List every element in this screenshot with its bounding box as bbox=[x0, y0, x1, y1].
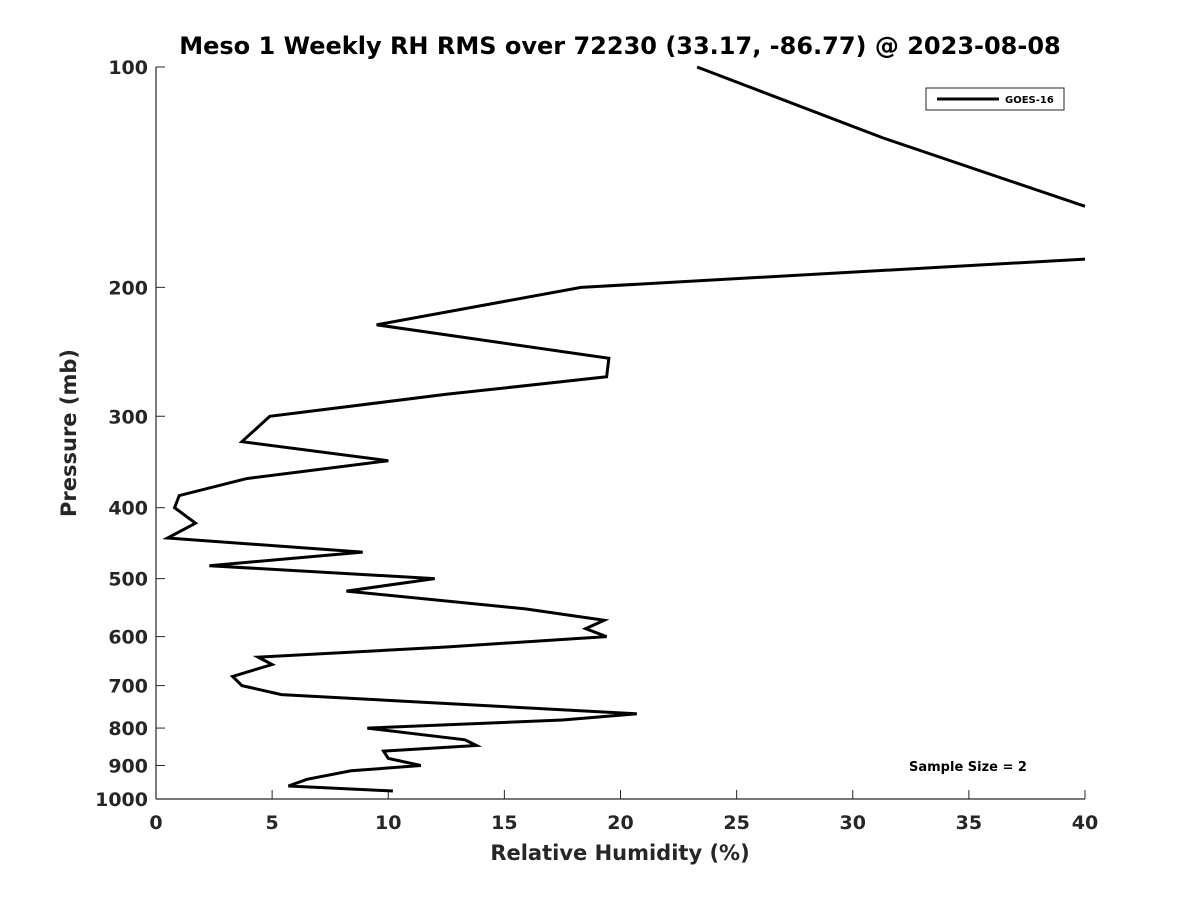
x-tick-label: 35 bbox=[956, 812, 982, 834]
x-tick-label: 0 bbox=[149, 812, 162, 834]
x-tick-label: 20 bbox=[607, 812, 633, 834]
legend: GOES-16 bbox=[925, 87, 1065, 111]
x-tick-label: 5 bbox=[266, 812, 279, 834]
x-tick-label: 10 bbox=[375, 812, 401, 834]
y-tick-label: 400 bbox=[108, 498, 148, 520]
series-line-goes-16-segment-1 bbox=[696, 65, 1086, 208]
x-tick-label: 25 bbox=[723, 812, 749, 834]
x-tick-label: 15 bbox=[491, 812, 517, 834]
y-tick-label: 800 bbox=[108, 718, 148, 740]
series-layer bbox=[162, 65, 1086, 793]
axis-ticks: 0 5 10 15 20 25 30 35 40 100 200 300 400 500 600 700 800… bbox=[95, 57, 1098, 834]
x-axis-label: Relative Humidity (%) bbox=[490, 841, 749, 865]
y-tick-label: 900 bbox=[108, 756, 148, 778]
chart-title: Meso 1 Weekly RH RMS over 72230 (33.17, … bbox=[179, 32, 1061, 60]
y-tick-label: 500 bbox=[108, 569, 148, 591]
y-tick-label: 100 bbox=[108, 57, 148, 79]
y-tick-label: 200 bbox=[108, 277, 148, 299]
x-tick-label: 30 bbox=[840, 812, 866, 834]
y-axis-label: Pressure (mb) bbox=[57, 349, 81, 517]
sample-size-annotation: Sample Size = 2 bbox=[909, 760, 1027, 775]
y-tick-label: 1000 bbox=[95, 789, 148, 811]
x-tick-label: 40 bbox=[1072, 812, 1098, 834]
legend-label-goes-16: GOES-16 bbox=[1005, 95, 1054, 106]
series-line-goes-16-segment-2 bbox=[162, 257, 1086, 793]
axes bbox=[155, 67, 1085, 800]
y-tick-label: 700 bbox=[108, 676, 148, 698]
y-tick-label: 300 bbox=[108, 406, 148, 428]
y-tick-label: 600 bbox=[108, 627, 148, 649]
